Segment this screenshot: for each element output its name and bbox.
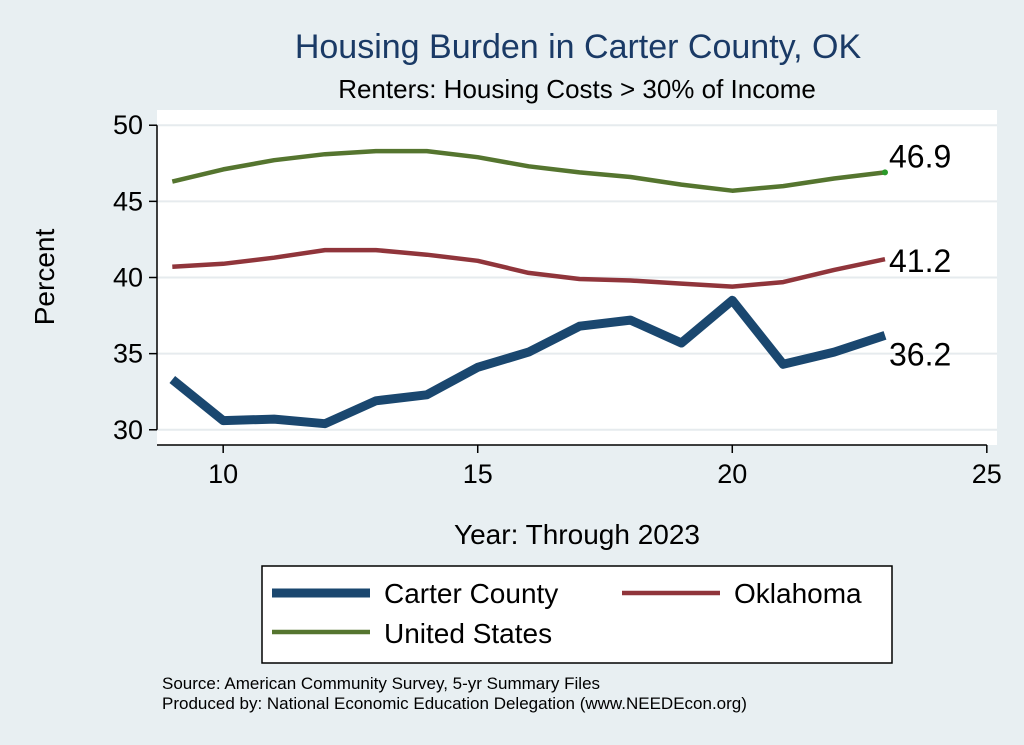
source-line-1: Source: American Community Survey, 5-yr … bbox=[162, 674, 600, 693]
axes: 30 35 40 45 50 10 15 20 25 bbox=[113, 110, 1002, 489]
x-tick-label: 20 bbox=[717, 459, 747, 489]
chart-subtitle: Renters: Housing Costs > 30% of Income bbox=[338, 74, 816, 104]
legend-label-united-states: United States bbox=[384, 618, 552, 649]
end-label-united-states: 46.9 bbox=[889, 138, 951, 174]
chart-title: Housing Burden in Carter County, OK bbox=[295, 28, 862, 66]
x-axis-title: Year: Through 2023 bbox=[454, 519, 700, 550]
x-tick-label: 10 bbox=[208, 459, 238, 489]
end-label-carter-county: 36.2 bbox=[889, 336, 951, 372]
legend: Carter County Oklahoma United States bbox=[272, 578, 862, 649]
legend-label-carter-county: Carter County bbox=[384, 578, 558, 609]
y-tick-label: 35 bbox=[113, 339, 143, 369]
y-tick-label: 45 bbox=[113, 186, 143, 216]
y-tick-label: 40 bbox=[113, 263, 143, 293]
x-tick-label: 15 bbox=[463, 459, 493, 489]
series-line-oklahoma bbox=[172, 247, 886, 289]
y-tick-label: 30 bbox=[113, 415, 143, 445]
source-line-2: Produced by: National Economic Education… bbox=[162, 694, 747, 713]
end-labels: 36.2 41.2 46.9 bbox=[889, 138, 951, 372]
series-layer bbox=[169, 148, 888, 429]
series-line-united-states bbox=[171, 148, 886, 193]
x-tick-label: 25 bbox=[972, 459, 1002, 489]
y-axis-title: Percent bbox=[29, 229, 60, 326]
y-tick-label: 50 bbox=[113, 110, 143, 140]
end-label-oklahoma: 41.2 bbox=[889, 243, 951, 279]
series-endpoint-united-states bbox=[882, 169, 888, 176]
legend-label-oklahoma: Oklahoma bbox=[734, 578, 862, 609]
series-line-carter-county bbox=[169, 295, 887, 429]
legend-box bbox=[261, 565, 893, 664]
